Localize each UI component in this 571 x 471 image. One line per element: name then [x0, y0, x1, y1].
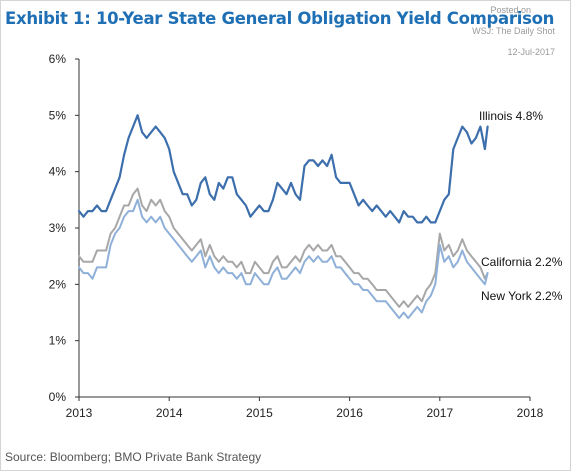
posted-line: WSJ: The Daily Shot: [472, 26, 555, 36]
y-tick-label: 5%: [49, 108, 67, 122]
source-note: Source: Bloomberg; BMO Private Bank Stra…: [5, 450, 262, 464]
posted-line: 12-Jul-2017: [507, 47, 555, 57]
series-line-new-york: [78, 198, 489, 320]
x-tick-label: 2017: [426, 406, 453, 420]
y-tick-label: 0%: [49, 390, 67, 404]
x-tick-label: 2015: [246, 406, 273, 420]
series-label-new-york: New York 2.2%: [481, 289, 563, 303]
posted-note: Posted on WSJ: The Daily Shot 12-Jul-201…: [472, 0, 555, 63]
series-line-california: [78, 187, 489, 308]
chart-title: Exhibit 1: 10-Year State General Obligat…: [5, 9, 555, 28]
x-tick-label: 2016: [336, 406, 363, 420]
posted-line: Posted on: [490, 5, 531, 15]
series-line-illinois: [77, 114, 489, 224]
y-tick-label: 6%: [49, 52, 67, 66]
x-tick-label: 2018: [517, 406, 544, 420]
series-label-california: California 2.2%: [481, 255, 563, 269]
y-tick-label: 2%: [49, 277, 67, 291]
x-tick-label: 2014: [156, 406, 183, 420]
x-tick-label: 2013: [66, 406, 93, 420]
series-label-illinois: Illinois 4.8%: [479, 109, 543, 123]
y-tick-label: 4%: [49, 165, 67, 179]
y-tick-label: 1%: [49, 334, 67, 348]
y-tick-label: 3%: [49, 221, 67, 235]
